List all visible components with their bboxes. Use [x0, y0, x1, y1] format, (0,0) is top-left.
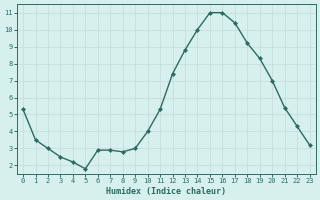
- X-axis label: Humidex (Indice chaleur): Humidex (Indice chaleur): [106, 187, 226, 196]
